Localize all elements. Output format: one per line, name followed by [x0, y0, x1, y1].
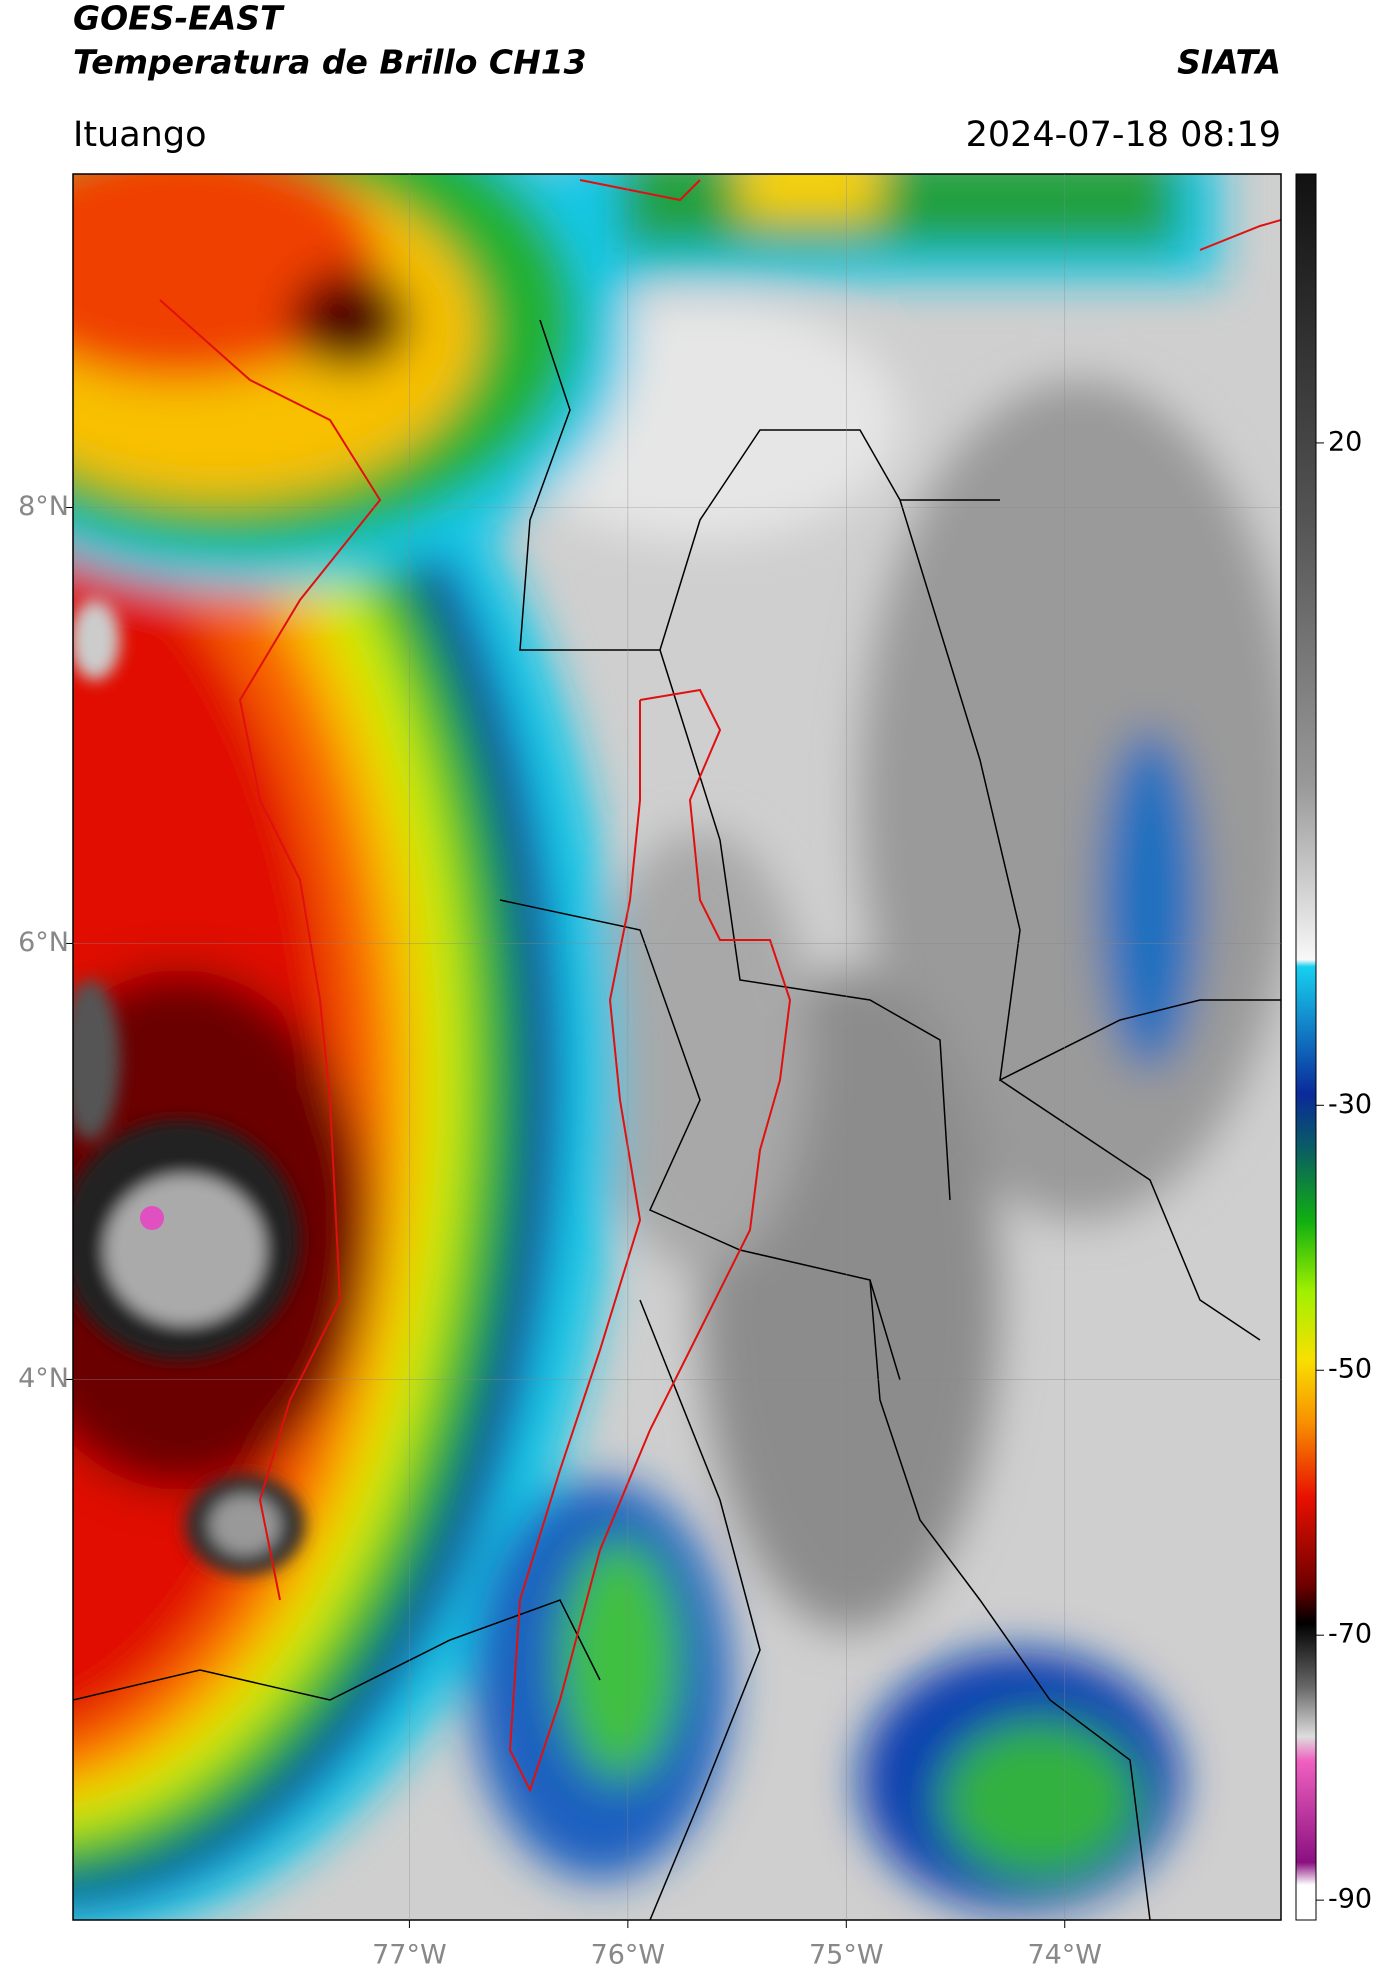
- y-tick-label: 8°N: [18, 491, 69, 522]
- y-tick-label: 4°N: [18, 1363, 69, 1394]
- x-tick-label: 75°W: [809, 1940, 884, 1971]
- map-frame: [72, 173, 1282, 1921]
- colorbar-tick-label: -50: [1328, 1354, 1372, 1385]
- subtitle: Temperatura de Brillo CH13: [73, 43, 587, 82]
- colorbar-tick-label: -70: [1328, 1619, 1372, 1650]
- datetime: 2024-07-18 08:19: [966, 115, 1281, 155]
- title: GOES-EAST: [73, 0, 285, 38]
- x-tick-label: 77°W: [372, 1940, 447, 1971]
- colorbar-tick-label: -90: [1328, 1884, 1372, 1915]
- brand: SIATA: [1177, 43, 1281, 82]
- satellite-image: [73, 174, 1281, 1920]
- colorbar-tick-label: -30: [1328, 1089, 1372, 1120]
- colorbar-tick-label: 20: [1328, 426, 1362, 457]
- y-tick-label: 6°N: [18, 927, 69, 958]
- colorbar: [1295, 173, 1317, 1921]
- region: Ituango: [73, 115, 207, 155]
- x-tick-label: 74°W: [1027, 1940, 1102, 1971]
- x-tick-label: 76°W: [591, 1940, 666, 1971]
